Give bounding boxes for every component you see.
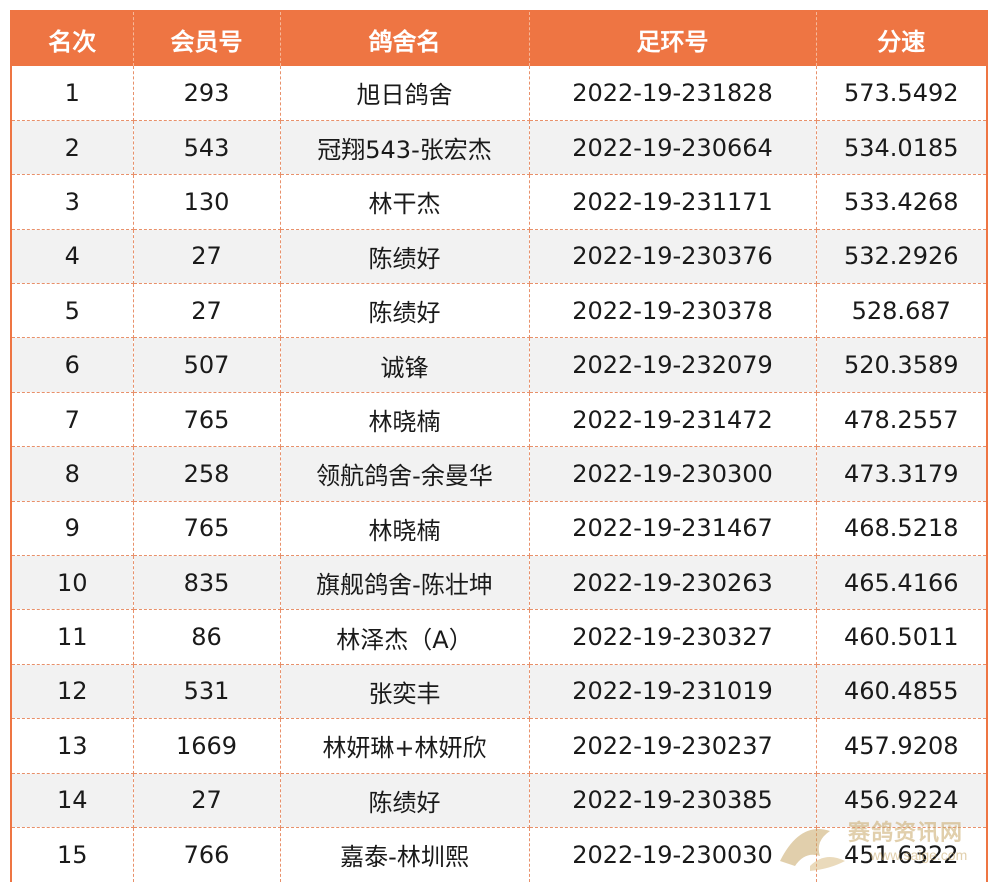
cell-speed: 478.2557 (816, 392, 986, 448)
cell-ring-number: 2022-19-230300 (529, 446, 817, 502)
table-row: 4 27 陈绩好 2022-19-230376 532.2926 (12, 229, 986, 285)
cell-ring-number: 2022-19-230237 (529, 718, 817, 774)
cell-loft-name: 冠翔543-张宏杰 (280, 120, 530, 176)
cell-member-number: 766 (133, 827, 281, 882)
cell-rank: 8 (12, 446, 134, 502)
cell-loft-name: 林晓楠 (280, 392, 530, 448)
cell-loft-name: 林干杰 (280, 174, 530, 230)
cell-rank: 7 (12, 392, 134, 448)
table-row: 12 531 张奕丰 2022-19-231019 460.4855 (12, 664, 986, 720)
cell-loft-name: 林妍琳+林妍欣 (280, 718, 530, 774)
cell-speed: 532.2926 (816, 229, 986, 285)
cell-loft-name: 诚锋 (280, 337, 530, 393)
cell-member-number: 258 (133, 446, 281, 502)
table-row: 8 258 领航鸽舍-余曼华 2022-19-230300 473.3179 (12, 446, 986, 502)
cell-member-number: 543 (133, 120, 281, 176)
cell-speed: 460.4855 (816, 664, 986, 720)
cell-speed: 473.3179 (816, 446, 986, 502)
cell-speed: 451.6322 (843, 840, 959, 869)
cell-member-number: 27 (133, 283, 281, 339)
cell-member-number: 835 (133, 555, 281, 611)
cell-speed: 457.9208 (816, 718, 986, 774)
cell-speed: 460.5011 (816, 609, 986, 665)
table-row: 1 293 旭日鸽舍 2022-19-231828 573.5492 (12, 66, 986, 121)
cell-speed: 520.3589 (816, 337, 986, 393)
table-row: 9 765 林晓楠 2022-19-231467 468.5218 (12, 501, 986, 557)
cell-rank: 3 (12, 174, 134, 230)
cell-speed: 528.687 (816, 283, 986, 339)
table-header-row: 名次 会员号 鸽舍名 足环号 分速 (12, 12, 986, 66)
cell-ring-number: 2022-19-231019 (529, 664, 817, 720)
table-row: 11 86 林泽杰（A） 2022-19-230327 460.5011 (12, 609, 986, 665)
cell-loft-name: 张奕丰 (280, 664, 530, 720)
cell-loft-name: 林晓楠 (280, 501, 530, 557)
cell-loft-name: 嘉泰-林圳熙 (280, 827, 530, 882)
cell-ring-number: 2022-19-230376 (529, 229, 817, 285)
table-row: 6 507 诚锋 2022-19-232079 520.3589 (12, 337, 986, 393)
race-results-table: 名次 会员号 鸽舍名 足环号 分速 1 293 旭日鸽舍 2022-19-231828… (12, 12, 986, 882)
header-member-number: 会员号 (133, 12, 281, 66)
cell-loft-name: 林泽杰（A） (280, 609, 530, 665)
cell-rank: 15 (12, 827, 134, 882)
cell-member-number: 1669 (133, 718, 281, 774)
cell-loft-name: 旗舰鸽舍-陈壮坤 (280, 555, 530, 611)
table-row: 15 766 嘉泰-林圳熙 2022-19-230030 451.6322 (12, 827, 986, 882)
cell-ring-number: 2022-19-231467 (529, 501, 817, 557)
cell-loft-name: 领航鸽舍-余曼华 (280, 446, 530, 502)
cell-member-number: 86 (133, 609, 281, 665)
table-row: 14 27 陈绩好 2022-19-230385 456.9224 (12, 773, 986, 828)
cell-member-number: 293 (133, 66, 281, 121)
cell-rank: 10 (12, 555, 134, 611)
cell-loft-name: 旭日鸽舍 (280, 66, 530, 121)
cell-ring-number: 2022-19-230327 (529, 609, 817, 665)
cell-ring-number: 2022-19-230378 (529, 283, 817, 339)
cell-ring-number: 2022-19-231171 (529, 174, 817, 230)
header-rank: 名次 (12, 12, 134, 66)
results-table-frame: 名次 会员号 鸽舍名 足环号 分速 1 293 旭日鸽舍 2022-19-231828… (10, 10, 988, 882)
cell-speed: 465.4166 (816, 555, 986, 611)
table-body: 1 293 旭日鸽舍 2022-19-231828 573.5492 2 543 冠翔543-… (12, 66, 986, 882)
cell-speed: 533.4268 (816, 174, 986, 230)
cell-member-number: 27 (133, 229, 281, 285)
cell-speed: 573.5492 (816, 66, 986, 121)
table-row: 2 543 冠翔543-张宏杰 2022-19-230664 534.0185 (12, 120, 986, 176)
cell-member-number: 27 (133, 773, 281, 828)
cell-rank: 9 (12, 501, 134, 557)
cell-ring-number: 2022-19-230030 (529, 827, 817, 882)
cell-speed: 534.0185 (816, 120, 986, 176)
table-row: 7 765 林晓楠 2022-19-231472 478.2557 (12, 392, 986, 448)
cell-member-number: 531 (133, 664, 281, 720)
table-row: 10 835 旗舰鸽舍-陈壮坤 2022-19-230263 465.4166 (12, 555, 986, 611)
cell-speed: 456.9224 (816, 773, 986, 828)
cell-ring-number: 2022-19-231828 (529, 66, 817, 121)
cell-speed: 468.5218 (816, 501, 986, 557)
cell-ring-number: 2022-19-230664 (529, 120, 817, 176)
cell-ring-number: 2022-19-230263 (529, 555, 817, 611)
cell-loft-name: 陈绩好 (280, 773, 530, 828)
header-speed: 分速 (877, 27, 926, 56)
cell-ring-number: 2022-19-231472 (529, 392, 817, 448)
cell-member-number: 765 (133, 501, 281, 557)
table-row: 5 27 陈绩好 2022-19-230378 528.687 (12, 283, 986, 339)
cell-ring-number: 2022-19-232079 (529, 337, 817, 393)
cell-rank: 1 (12, 66, 134, 121)
cell-loft-name: 陈绩好 (280, 229, 530, 285)
table-row: 3 130 林干杰 2022-19-231171 533.4268 (12, 174, 986, 230)
cell-rank: 14 (12, 773, 134, 828)
cell-rank: 2 (12, 120, 134, 176)
cell-rank: 13 (12, 718, 134, 774)
cell-member-number: 765 (133, 392, 281, 448)
cell-loft-name: 陈绩好 (280, 283, 530, 339)
cell-rank: 5 (12, 283, 134, 339)
header-loft-name: 鸽舍名 (280, 12, 530, 66)
cell-member-number: 507 (133, 337, 281, 393)
cell-ring-number: 2022-19-230385 (529, 773, 817, 828)
header-ring-number: 足环号 (529, 12, 817, 66)
cell-rank: 4 (12, 229, 134, 285)
cell-rank: 12 (12, 664, 134, 720)
cell-rank: 6 (12, 337, 134, 393)
cell-rank: 11 (12, 609, 134, 665)
table-row: 13 1669 林妍琳+林妍欣 2022-19-230237 457.9208 (12, 718, 986, 774)
cell-member-number: 130 (133, 174, 281, 230)
